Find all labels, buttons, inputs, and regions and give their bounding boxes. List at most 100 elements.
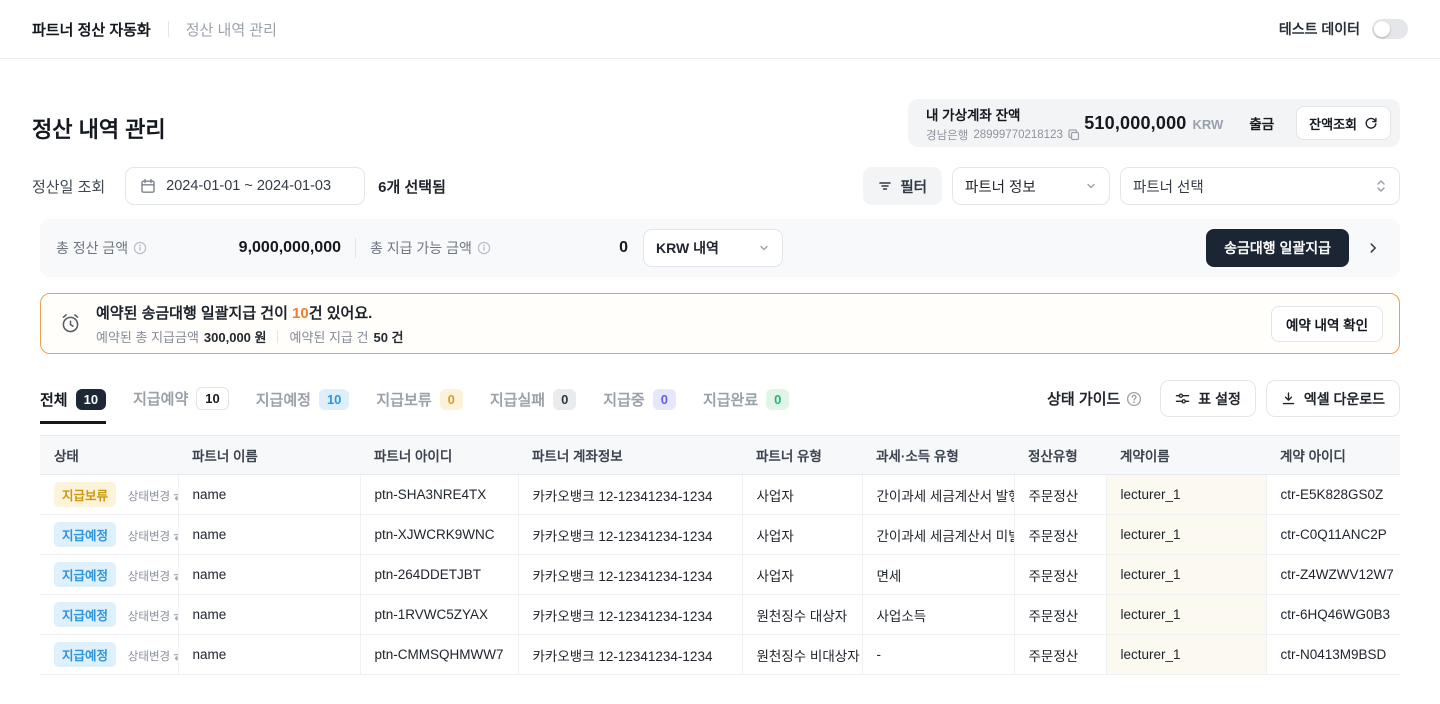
chevron-right-icon[interactable]	[1366, 241, 1380, 255]
col-header-contract-name: 계약이름	[1106, 435, 1266, 475]
download-icon	[1282, 392, 1295, 405]
col-header-settlement-type: 정산유형	[1014, 435, 1106, 475]
tab-payment-inprogress[interactable]: 지급중 0	[603, 389, 676, 424]
cell-contract-name: lecturer_1	[1105, 554, 1266, 595]
divider	[355, 238, 356, 258]
balance-title: 내 가상계좌 잔액	[926, 107, 1021, 123]
total-payable-amount: 0	[619, 239, 628, 256]
info-icon[interactable]	[133, 241, 147, 255]
cell-status: 지급예정 상태변경	[40, 634, 178, 675]
reservation-detail-button[interactable]: 예약 내역 확인	[1270, 305, 1383, 342]
table-row: 지급예정 상태변경 name ptn-1RVWC5ZYAX 카카오뱅크 12-1…	[40, 594, 1400, 635]
cell-contract-id: ctr-E5K828GS0Z	[1265, 474, 1400, 515]
cell-contract-id: ctr-N0413M9BSD	[1265, 634, 1400, 675]
status-badge: 지급예정	[54, 522, 117, 547]
status-change-button[interactable]: 상태변경	[128, 488, 178, 504]
date-range-input[interactable]: 2024-01-01 ~ 2024-01-03	[125, 167, 366, 205]
cell-status: 지급예정 상태변경	[40, 514, 178, 555]
col-header-contract-id: 계약 아이디	[1266, 435, 1400, 475]
cell-contract-name: lecturer_1	[1105, 474, 1266, 515]
cell-tax-type: 면세	[861, 554, 1014, 595]
tab-count-badge: 0	[652, 389, 676, 410]
cell-partner-type: 원천징수 대상자	[741, 594, 862, 635]
tab-payment-failed[interactable]: 지급실패 0	[490, 389, 577, 424]
balance-inquiry-button[interactable]: 잔액조회	[1296, 106, 1391, 140]
alarm-clock-icon	[62, 314, 79, 333]
calendar-icon	[141, 178, 155, 193]
cell-partner-id: ptn-264DDETJBT	[359, 554, 518, 595]
swap-arrows-icon	[173, 573, 178, 581]
swap-arrows-icon	[173, 613, 178, 621]
nav-divider	[167, 21, 169, 37]
tab-count-badge: 0	[439, 389, 463, 410]
notice-count: 10	[292, 304, 309, 322]
cell-partner-name: name	[177, 554, 360, 595]
status-change-button[interactable]: 상태변경	[128, 528, 178, 544]
nav-menu-settlement-history[interactable]: 정산 내역 관리	[185, 21, 277, 39]
cell-partner-id: ptn-SHA3NRE4TX	[359, 474, 518, 515]
tab-payment-hold[interactable]: 지급보류 0	[376, 389, 463, 424]
cell-account: 카카오뱅크 12-12341234-1234	[517, 514, 742, 555]
table-row: 지급예정 상태변경 name ptn-264DDETJBT 카카오뱅크 12-1…	[40, 554, 1400, 595]
tab-payment-scheduled[interactable]: 지급예정 10	[256, 389, 350, 424]
col-header-partner-id: 파트너 아이디	[360, 435, 518, 475]
cell-partner-type: 사업자	[741, 474, 862, 515]
cell-tax-type: -	[861, 634, 1014, 675]
toggle-knob	[1374, 21, 1390, 37]
partner-info-select[interactable]: 파트너 정보	[952, 167, 1110, 205]
scheduled-amount-value: 300,000 원	[203, 329, 267, 345]
chevron-down-icon	[1087, 183, 1095, 189]
cell-partner-id: ptn-1RVWC5ZYAX	[359, 594, 518, 635]
cell-status: 지급보류 상태변경	[40, 474, 178, 515]
cell-settlement-type: 주문정산	[1013, 514, 1106, 555]
filter-button[interactable]: 필터	[863, 167, 942, 205]
table-row: 지급예정 상태변경 name ptn-CMMSQHMWW7 카카오뱅크 12-1…	[40, 634, 1400, 675]
cell-settlement-type: 주문정산	[1013, 474, 1106, 515]
partner-select[interactable]: 파트너 선택	[1120, 167, 1400, 205]
cell-partner-name: name	[177, 514, 360, 555]
table-settings-button[interactable]: 표 설정	[1160, 380, 1256, 417]
copy-icon[interactable]	[1068, 128, 1080, 141]
tab-payment-reserved[interactable]: 지급예약 10	[133, 387, 229, 424]
cell-partner-name: name	[177, 594, 360, 635]
tab-count-badge: 10	[318, 389, 350, 410]
tab-all[interactable]: 전체 10	[40, 389, 107, 424]
cell-tax-type: 간이과세 세금계산서 발행	[861, 474, 1014, 515]
cell-tax-type: 간이과세 세금계산서 미발행	[861, 514, 1014, 555]
cell-partner-type: 원천징수 비대상자	[741, 634, 862, 675]
swap-arrows-icon	[173, 653, 178, 661]
status-badge: 지급예정	[54, 642, 117, 667]
chevron-down-icon	[760, 245, 768, 251]
cell-account: 카카오뱅크 12-12341234-1234	[517, 554, 742, 595]
test-data-toggle[interactable]	[1372, 19, 1408, 39]
selected-count: 6개 선택됨	[378, 178, 446, 196]
cell-contract-id: ctr-Z4WZWV12W7	[1265, 554, 1400, 595]
cell-settlement-type: 주문정산	[1013, 594, 1106, 635]
withdraw-button[interactable]: 출금	[1249, 117, 1275, 132]
question-circle-icon[interactable]	[1126, 391, 1142, 407]
total-settlement-label: 총 정산 금액	[56, 240, 129, 256]
excel-download-button[interactable]: 엑셀 다운로드	[1265, 380, 1400, 417]
scheduled-count-value: 50 건	[373, 329, 404, 345]
col-header-account: 파트너 계좌정보	[518, 435, 742, 475]
status-badge: 지급보류	[54, 482, 117, 507]
status-badge: 지급예정	[54, 602, 117, 627]
tab-count-badge: 0	[553, 389, 577, 410]
col-header-partner-name: 파트너 이름	[178, 435, 360, 475]
tab-payment-done[interactable]: 지급완료 0	[703, 389, 790, 424]
cell-contract-name: lecturer_1	[1105, 634, 1266, 675]
total-settlement-amount: 9,000,000,000	[238, 239, 341, 256]
status-change-button[interactable]: 상태변경	[128, 608, 178, 624]
info-icon[interactable]	[477, 241, 491, 255]
page-title: 정산 내역 관리	[32, 117, 166, 142]
status-change-button[interactable]: 상태변경	[128, 648, 178, 664]
status-change-button[interactable]: 상태변경	[128, 568, 178, 584]
notice-message-prefix: 예약된 송금대행 일괄지급 건이	[96, 304, 293, 322]
app-title[interactable]: 파트너 정산 자동화	[32, 21, 151, 39]
currency-detail-select[interactable]: KRW 내역	[643, 229, 783, 267]
reservation-notice-banner: 예약된 송금대행 일괄지급 건이 10건 있어요. 예약된 총 지급금액 300…	[40, 293, 1400, 354]
notice-message-suffix: 건 있어요.	[308, 304, 373, 322]
bulk-transfer-button[interactable]: 송금대행 일괄지급	[1206, 229, 1349, 267]
table-row: 지급보류 상태변경 name ptn-SHA3NRE4TX 카카오뱅크 12-1…	[40, 474, 1400, 515]
status-guide-label: 상태 가이드	[1047, 391, 1121, 408]
